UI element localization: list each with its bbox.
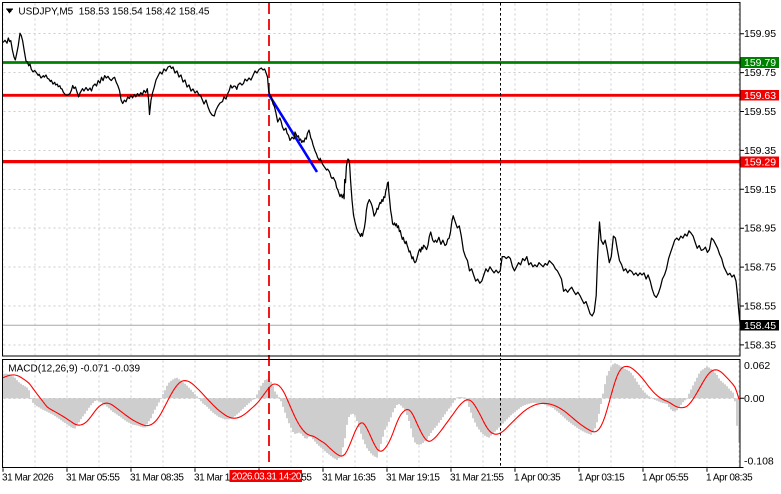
svg-text:1 Apr 08:35: 1 Apr 08:35: [706, 472, 753, 483]
svg-text:0.00: 0.00: [744, 393, 765, 405]
svg-text:158.75: 158.75: [744, 262, 776, 274]
svg-text:158.35: 158.35: [744, 339, 776, 351]
svg-text:158.95: 158.95: [744, 223, 776, 235]
svg-text:31 Mar 19:15: 31 Mar 19:15: [386, 472, 440, 483]
svg-text:158.45: 158.45: [744, 320, 776, 332]
svg-text:159.79: 159.79: [744, 57, 776, 69]
svg-text:31 Mar 2026: 31 Mar 2026: [2, 472, 54, 483]
svg-text:31 Mar 21:55: 31 Mar 21:55: [450, 472, 504, 483]
svg-text:1 Apr 05:55: 1 Apr 05:55: [642, 472, 689, 483]
svg-text:31 Mar 16:35: 31 Mar 16:35: [322, 472, 376, 483]
svg-text:1 Apr 00:35: 1 Apr 00:35: [514, 472, 561, 483]
svg-text:159.63: 159.63: [744, 90, 776, 102]
svg-text:-0.108: -0.108: [744, 455, 774, 467]
svg-text:159.35: 159.35: [744, 145, 776, 157]
svg-text:MACD(12,26,9) -0.071 -0.039: MACD(12,26,9) -0.071 -0.039: [8, 363, 140, 374]
svg-text:159.15: 159.15: [744, 184, 776, 196]
svg-text:31 Mar 11:15: 31 Mar 11:15: [194, 472, 248, 483]
svg-text:158.55: 158.55: [744, 301, 776, 313]
svg-text:USDJPY,M5 158.53 158.54 158.4: USDJPY,M5 158.53 158.54 158.42 158.45: [18, 6, 210, 17]
svg-text:1 Apr 03:15: 1 Apr 03:15: [578, 472, 625, 483]
svg-text:159.75: 159.75: [744, 67, 776, 79]
svg-text:0.062: 0.062: [744, 360, 770, 372]
svg-text:2026.03.31 14:20: 2026.03.31 14:20: [232, 472, 302, 483]
svg-text:31 Mar 05:55: 31 Mar 05:55: [66, 472, 120, 483]
svg-text:31 Mar 08:35: 31 Mar 08:35: [130, 472, 184, 483]
svg-text:159.95: 159.95: [744, 28, 776, 40]
svg-text:159.29: 159.29: [744, 157, 776, 169]
svg-text:159.55: 159.55: [744, 106, 776, 118]
